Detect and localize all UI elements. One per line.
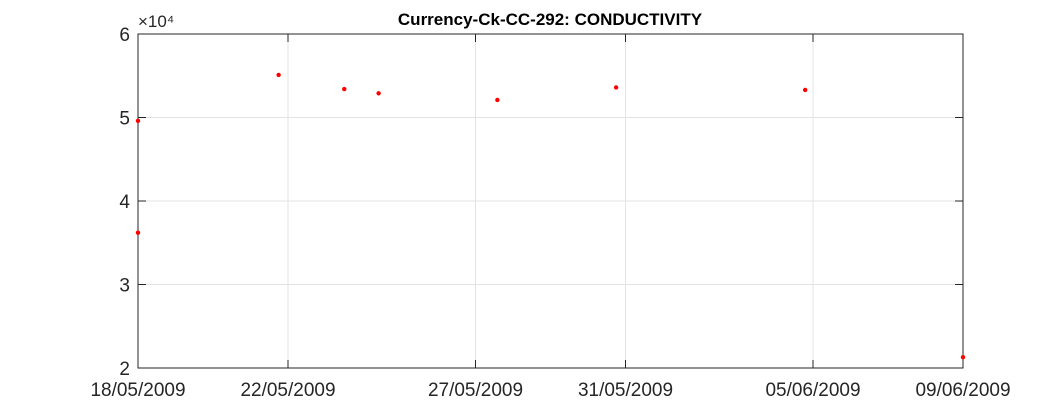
y-tick-label: 4 bbox=[119, 192, 130, 213]
axes bbox=[137, 33, 964, 369]
data-point bbox=[135, 230, 141, 235]
y-axis-exponent-label: ×10⁴ bbox=[138, 12, 174, 31]
x-tick-label: 09/06/2009 bbox=[915, 380, 1010, 401]
y-tick-label: 3 bbox=[119, 276, 130, 297]
x-tick-label: 31/05/2009 bbox=[578, 380, 673, 401]
data-point bbox=[613, 85, 619, 90]
axes-box bbox=[137, 33, 964, 369]
y-tick-label: 5 bbox=[119, 109, 130, 130]
data-point bbox=[276, 72, 281, 78]
data-point bbox=[342, 86, 347, 92]
chart-title: Currency-Ck-CC-292: CONDUCTIVITY bbox=[398, 10, 703, 29]
x-tick-label: 27/05/2009 bbox=[428, 380, 523, 401]
x-tick-label: 18/05/2009 bbox=[90, 380, 185, 401]
x-tick-label: 05/06/2009 bbox=[765, 380, 860, 401]
y-tick-label: 6 bbox=[119, 25, 130, 46]
data-point bbox=[802, 87, 808, 93]
tick-labels: 18/05/2009 22/05/2009 27/05/2009 31/05/2009… bbox=[90, 25, 1010, 401]
data-point bbox=[960, 354, 966, 360]
x-tick-label: 22/05/2009 bbox=[240, 380, 335, 401]
data-point bbox=[135, 118, 141, 124]
data-points bbox=[135, 72, 966, 360]
y-tick-label: 2 bbox=[119, 359, 130, 380]
data-point bbox=[495, 97, 500, 103]
data-point bbox=[376, 91, 381, 96]
